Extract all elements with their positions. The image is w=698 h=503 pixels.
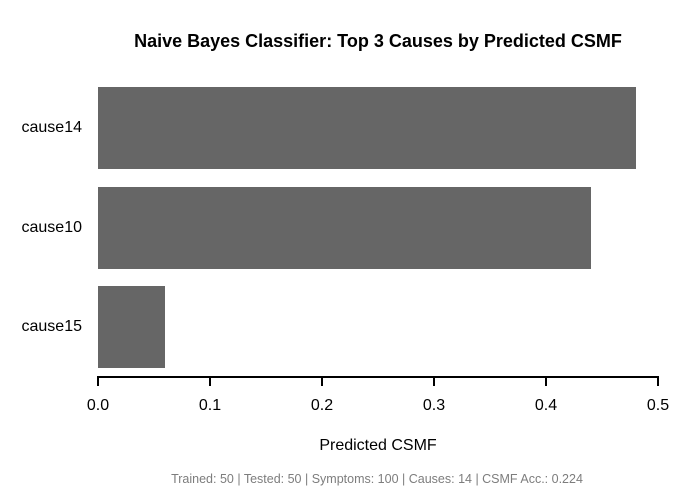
x-axis-tick-label: 0.1 bbox=[198, 397, 222, 414]
chart-title: Naive Bayes Classifier: Top 3 Causes by … bbox=[134, 31, 622, 51]
x-axis-tick bbox=[97, 378, 99, 386]
bar-cause15 bbox=[98, 286, 166, 368]
y-axis-label: cause14 bbox=[21, 119, 83, 136]
bar-cause14 bbox=[98, 87, 636, 169]
x-axis-tick-label: 0.4 bbox=[534, 397, 558, 414]
footer-stats: Trained: 50 | Tested: 50 | Symptoms: 100… bbox=[171, 472, 583, 486]
bar-cause10 bbox=[98, 186, 591, 269]
x-axis-line bbox=[97, 376, 659, 378]
x-axis-tick-label: 0.3 bbox=[422, 397, 446, 414]
y-axis-label: cause15 bbox=[21, 318, 83, 335]
x-axis-tick-label: 0.2 bbox=[310, 397, 334, 414]
x-axis-tick bbox=[321, 378, 323, 386]
x-axis-tick bbox=[545, 378, 547, 386]
y-axis-label: cause10 bbox=[21, 218, 83, 236]
x-axis-tick-label: 0.5 bbox=[646, 397, 670, 414]
x-axis-tick bbox=[657, 378, 659, 386]
x-axis-tick bbox=[209, 378, 211, 386]
x-axis-tick bbox=[433, 378, 435, 386]
x-axis-tick-label: 0.0 bbox=[86, 397, 110, 414]
x-axis-title: Predicted CSMF bbox=[319, 437, 437, 454]
